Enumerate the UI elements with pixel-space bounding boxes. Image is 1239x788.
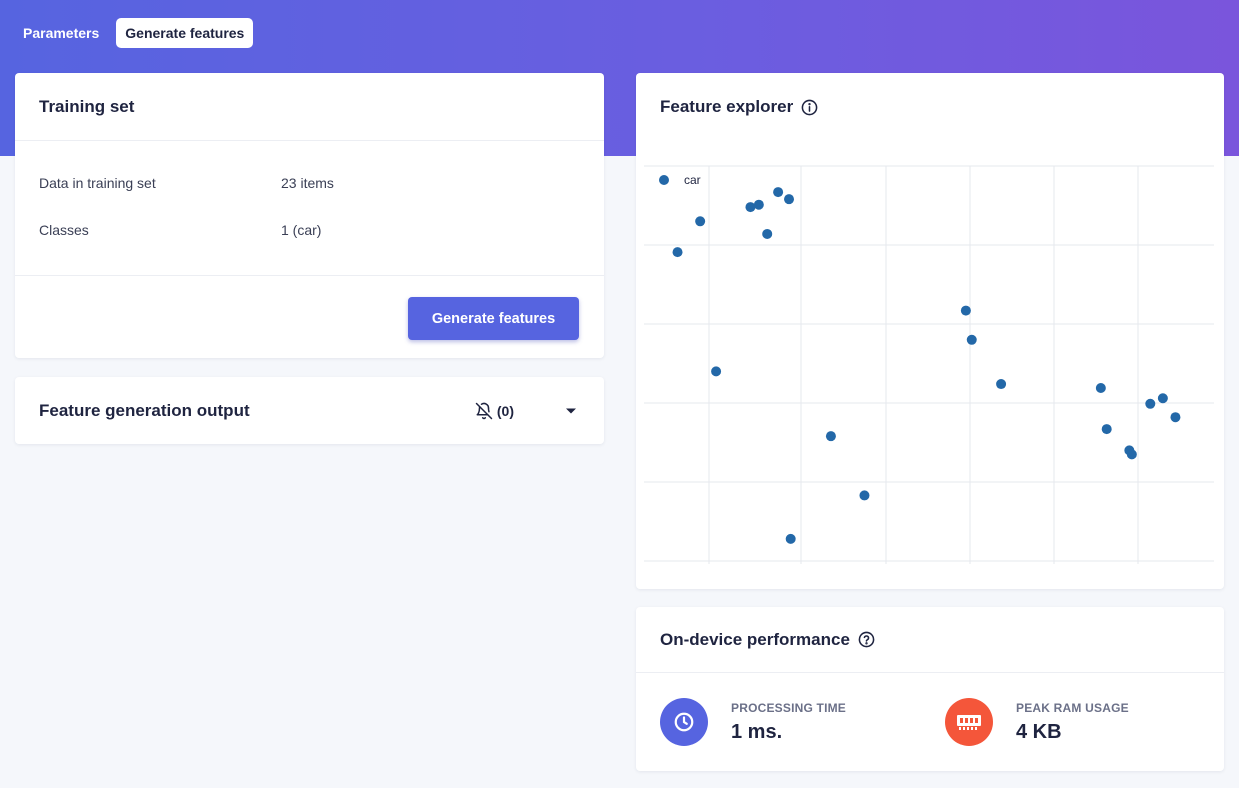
feature-generation-output-header[interactable]: Feature generation output (0) xyxy=(15,377,604,444)
training-set-card: Training set Data in training set 23 ite… xyxy=(15,73,604,358)
metric-label: PROCESSING TIME xyxy=(731,700,847,715)
scatter-point[interactable] xyxy=(785,533,796,544)
on-device-performance-title: On-device performance xyxy=(660,629,850,649)
generate-features-button[interactable]: Generate features xyxy=(408,297,579,340)
tab-generate-features[interactable]: Generate features xyxy=(116,18,254,48)
caret-down-icon[interactable] xyxy=(562,402,580,420)
scatter-point[interactable] xyxy=(1095,382,1106,393)
scatter-point[interactable] xyxy=(966,334,977,345)
feature-explorer-title: Feature explorer xyxy=(660,97,794,116)
scatter-point[interactable] xyxy=(773,187,784,198)
row-label: Data in training set xyxy=(39,174,156,191)
tab-bar: Parameters Generate features xyxy=(14,18,254,48)
processing-time-metric: PROCESSING TIME 1 ms. xyxy=(660,698,846,746)
scatter-point[interactable] xyxy=(762,228,773,239)
feature-explorer-header: Feature explorer xyxy=(636,73,1224,141)
scatter-point[interactable] xyxy=(825,431,836,442)
row-value: 23 items xyxy=(281,174,334,191)
on-device-performance-card: On-device performance PROCESSING TIME 1 … xyxy=(636,607,1224,771)
metric-value: 4 KB xyxy=(1016,720,1062,743)
bell-off-icon xyxy=(475,402,493,420)
scatter-point[interactable] xyxy=(1170,412,1181,423)
training-set-title: Training set xyxy=(15,73,604,141)
metric-value: 1 ms. xyxy=(731,720,783,743)
feature-generation-output-card[interactable]: Feature generation output (0) xyxy=(15,377,604,444)
scatter-point[interactable] xyxy=(784,194,795,205)
training-set-details: Data in training set 23 items Classes 1 … xyxy=(15,141,604,276)
scatter-point[interactable] xyxy=(672,247,683,258)
feature-explorer-card: Feature explorer car xyxy=(636,73,1224,589)
scatter-point[interactable] xyxy=(1101,424,1112,435)
legend-marker xyxy=(659,175,669,185)
row-label: Classes xyxy=(39,221,89,238)
scatter-point[interactable] xyxy=(753,199,764,210)
clock-icon xyxy=(660,698,708,746)
scatter-point[interactable] xyxy=(695,216,706,227)
row-value: 1 (car) xyxy=(281,221,322,238)
scatter-point[interactable] xyxy=(1126,449,1137,460)
training-set-footer: Generate features xyxy=(15,276,604,358)
scatter-point[interactable] xyxy=(1145,398,1156,409)
memory-chip-icon xyxy=(945,698,993,746)
notifications-toggle[interactable]: (0) xyxy=(475,402,514,420)
tab-parameters[interactable]: Parameters xyxy=(23,25,100,41)
scatter-point[interactable] xyxy=(859,490,870,501)
scatter-point[interactable] xyxy=(745,202,756,213)
question-icon[interactable] xyxy=(858,631,875,648)
scatter-point[interactable] xyxy=(960,305,971,316)
scatter-point[interactable] xyxy=(1157,393,1168,404)
legend-label: car xyxy=(684,173,701,187)
notification-count: (0) xyxy=(496,402,514,419)
feature-scatter-plot[interactable]: car xyxy=(636,141,1224,589)
training-set-row: Data in training set 23 items xyxy=(39,159,580,206)
training-set-row: Classes 1 (car) xyxy=(39,206,580,253)
peak-ram-metric: PEAK RAM USAGE 4 KB xyxy=(945,698,1129,746)
metric-label: PEAK RAM USAGE xyxy=(1016,700,1129,715)
on-device-performance-header: On-device performance xyxy=(636,607,1224,673)
scatter-point[interactable] xyxy=(996,379,1007,390)
scatter-point[interactable] xyxy=(711,366,722,377)
info-icon[interactable] xyxy=(801,99,818,116)
feature-generation-output-title: Feature generation output xyxy=(39,400,250,420)
